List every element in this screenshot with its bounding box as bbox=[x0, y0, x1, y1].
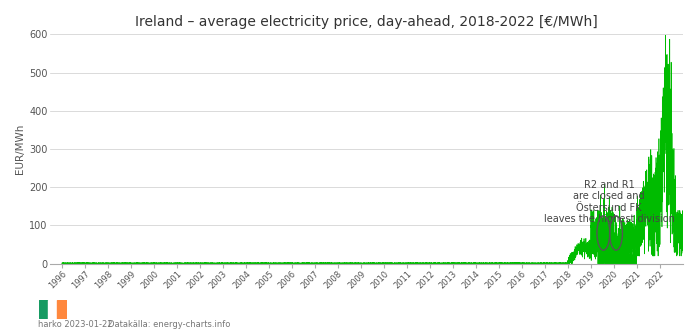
Bar bbox=[57, 300, 66, 319]
Text: Datakälla: energy-charts.info: Datakälla: energy-charts.info bbox=[108, 320, 231, 329]
Text: R2 and R1
are closed and
Östersund FK
leaves the highest division: R2 and R1 are closed and Östersund FK le… bbox=[544, 180, 675, 224]
Text: harko 2023-01-22: harko 2023-01-22 bbox=[38, 320, 113, 329]
Y-axis label: EUR/MWh: EUR/MWh bbox=[15, 124, 25, 174]
Bar bbox=[48, 300, 57, 319]
Bar bbox=[38, 300, 48, 319]
Title: Ireland – average electricity price, day-ahead, 2018-2022 [€/MWh]: Ireland – average electricity price, day… bbox=[135, 15, 598, 29]
